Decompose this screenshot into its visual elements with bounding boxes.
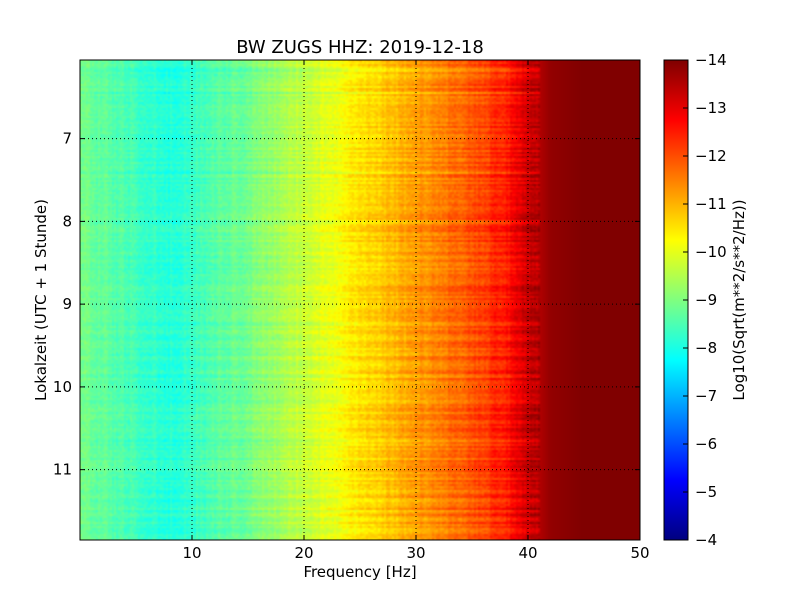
grid-lines <box>80 60 640 540</box>
x-tick-label: 50 <box>630 544 649 562</box>
spectrogram-heatmap <box>80 60 640 540</box>
colorbar: −4 −5 −6 −7 −8 −9 −10 −11 −12 −13 −14 Log10(Sqrt(m… <box>663 51 748 549</box>
colorbar-tick-label: −4 <box>695 531 717 549</box>
colorbar-tick-label: −6 <box>695 435 717 453</box>
colorbar-tick-label: −13 <box>695 99 727 117</box>
plot-frame <box>79 59 641 541</box>
colorbar-tick-label: −5 <box>695 483 717 501</box>
y-tick-label: 9 <box>62 295 72 313</box>
y-tick-label: 7 <box>62 130 72 148</box>
colorbar-tick-label: −8 <box>695 339 717 357</box>
colorbar-tick-label: −11 <box>695 195 727 213</box>
x-tick-label: 10 <box>182 544 201 562</box>
colorbar-tick-label: −12 <box>695 147 727 165</box>
colorbar-tick-label: −10 <box>695 243 727 261</box>
x-tick-label: 40 <box>518 544 537 562</box>
chart-title: BW ZUGS HHZ: 2019-12-18 <box>236 37 484 58</box>
colorbar-tick-label: −7 <box>695 387 717 405</box>
colorbar-tick-label: −9 <box>695 291 717 309</box>
x-axis-label: Frequency [Hz] <box>303 563 416 581</box>
y-tick-label: 10 <box>53 378 72 396</box>
y-tick-label: 11 <box>53 461 72 479</box>
y-axis: 7 8 9 10 11 <box>53 130 640 479</box>
x-tick-label: 30 <box>406 544 425 562</box>
colorbar-label: Log10(Sqrt(m**2/s**2/Hz)) <box>730 199 748 400</box>
plot-area: 10 20 30 40 50 7 8 9 10 11 <box>53 59 650 562</box>
x-axis: 10 20 30 40 50 <box>182 60 650 562</box>
colorbar-ticks: −4 −5 −6 −7 −8 −9 −10 −11 −12 −13 −14 <box>683 51 727 549</box>
y-axis-label: Lokalzeit (UTC + 1 Stunde) <box>32 199 50 401</box>
y-tick-label: 8 <box>62 212 72 230</box>
colorbar-tick-label: −14 <box>695 51 727 69</box>
x-tick-label: 20 <box>294 544 313 562</box>
